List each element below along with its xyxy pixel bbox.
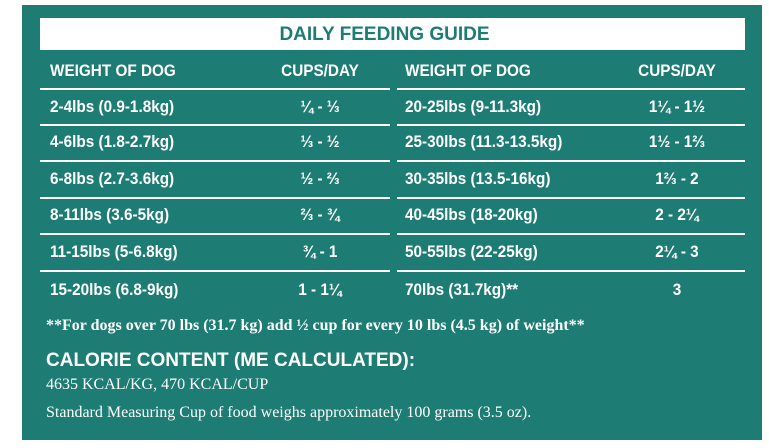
row-divider bbox=[40, 88, 390, 90]
cups-cell: 3 bbox=[672, 280, 682, 299]
row-divider bbox=[397, 160, 745, 162]
calorie-heading: CALORIE CONTENT (ME CALCULATED): bbox=[46, 350, 416, 371]
cups-cell: ½ - ⅔ bbox=[300, 169, 340, 188]
footnote: **For dogs over 70 lbs (31.7 kg) add ½ c… bbox=[46, 317, 585, 334]
column-header: CUPS/DAY bbox=[281, 61, 359, 80]
weight-cell: 2-4lbs (0.9-1.8kg) bbox=[50, 97, 175, 116]
cups-cell: ¾ - 1 bbox=[302, 242, 338, 261]
row-divider bbox=[40, 197, 390, 199]
weight-cell: 25-30lbs (11.3-13.5kg) bbox=[405, 132, 563, 151]
cups-cell: ¼ - ⅓ bbox=[300, 97, 340, 116]
weight-cell: 4-6lbs (1.8-2.7kg) bbox=[50, 132, 175, 151]
weight-cell: 6-8lbs (2.7-3.6kg) bbox=[50, 169, 175, 188]
cups-cell: 2¼ - 3 bbox=[655, 242, 699, 261]
weight-cell: 70lbs (31.7kg)** bbox=[405, 280, 519, 299]
calorie-line: 4635 KCAL/KG, 470 KCAL/CUP bbox=[46, 376, 269, 393]
cups-cell: 1⅔ - 2 bbox=[655, 169, 699, 188]
cups-cell: 1½ - 1⅔ bbox=[648, 132, 706, 151]
row-divider bbox=[397, 233, 745, 235]
row-divider bbox=[40, 233, 390, 235]
weight-cell: 8-11lbs (3.6-5kg) bbox=[50, 205, 170, 224]
panel bbox=[22, 5, 762, 440]
row-divider bbox=[397, 197, 745, 199]
cups-cell: 1¼ - 1½ bbox=[648, 97, 706, 116]
cups-cell: ⅔ - ¾ bbox=[300, 205, 340, 224]
cups-cell: ⅓ - ½ bbox=[300, 132, 340, 151]
cups-cell: 1 - 1¼ bbox=[298, 280, 342, 299]
title: DAILY FEEDING GUIDE bbox=[279, 24, 490, 45]
weight-cell: 11-15lbs (5-6.8kg) bbox=[50, 242, 178, 261]
weight-cell: 30-35lbs (13.5-16kg) bbox=[405, 169, 551, 188]
row-divider bbox=[397, 124, 745, 126]
weight-cell: 20-25lbs (9-11.3kg) bbox=[405, 97, 542, 116]
column-header: WEIGHT OF DOG bbox=[50, 61, 176, 80]
row-divider bbox=[40, 270, 390, 272]
calorie-line: Standard Measuring Cup of food weighs ap… bbox=[46, 404, 532, 421]
weight-cell: 15-20lbs (6.8-9kg) bbox=[50, 280, 179, 299]
weight-cell: 50-55lbs (22-25kg) bbox=[405, 242, 538, 261]
column-header: WEIGHT OF DOG bbox=[405, 61, 531, 80]
weight-cell: 40-45lbs (18-20kg) bbox=[405, 205, 538, 224]
title-band bbox=[40, 18, 745, 50]
row-divider bbox=[40, 160, 390, 162]
row-divider bbox=[40, 124, 390, 126]
cups-cell: 2 - 2¼ bbox=[655, 205, 699, 224]
row-divider bbox=[397, 270, 745, 272]
column-header: CUPS/DAY bbox=[638, 61, 716, 80]
row-divider bbox=[397, 88, 745, 90]
